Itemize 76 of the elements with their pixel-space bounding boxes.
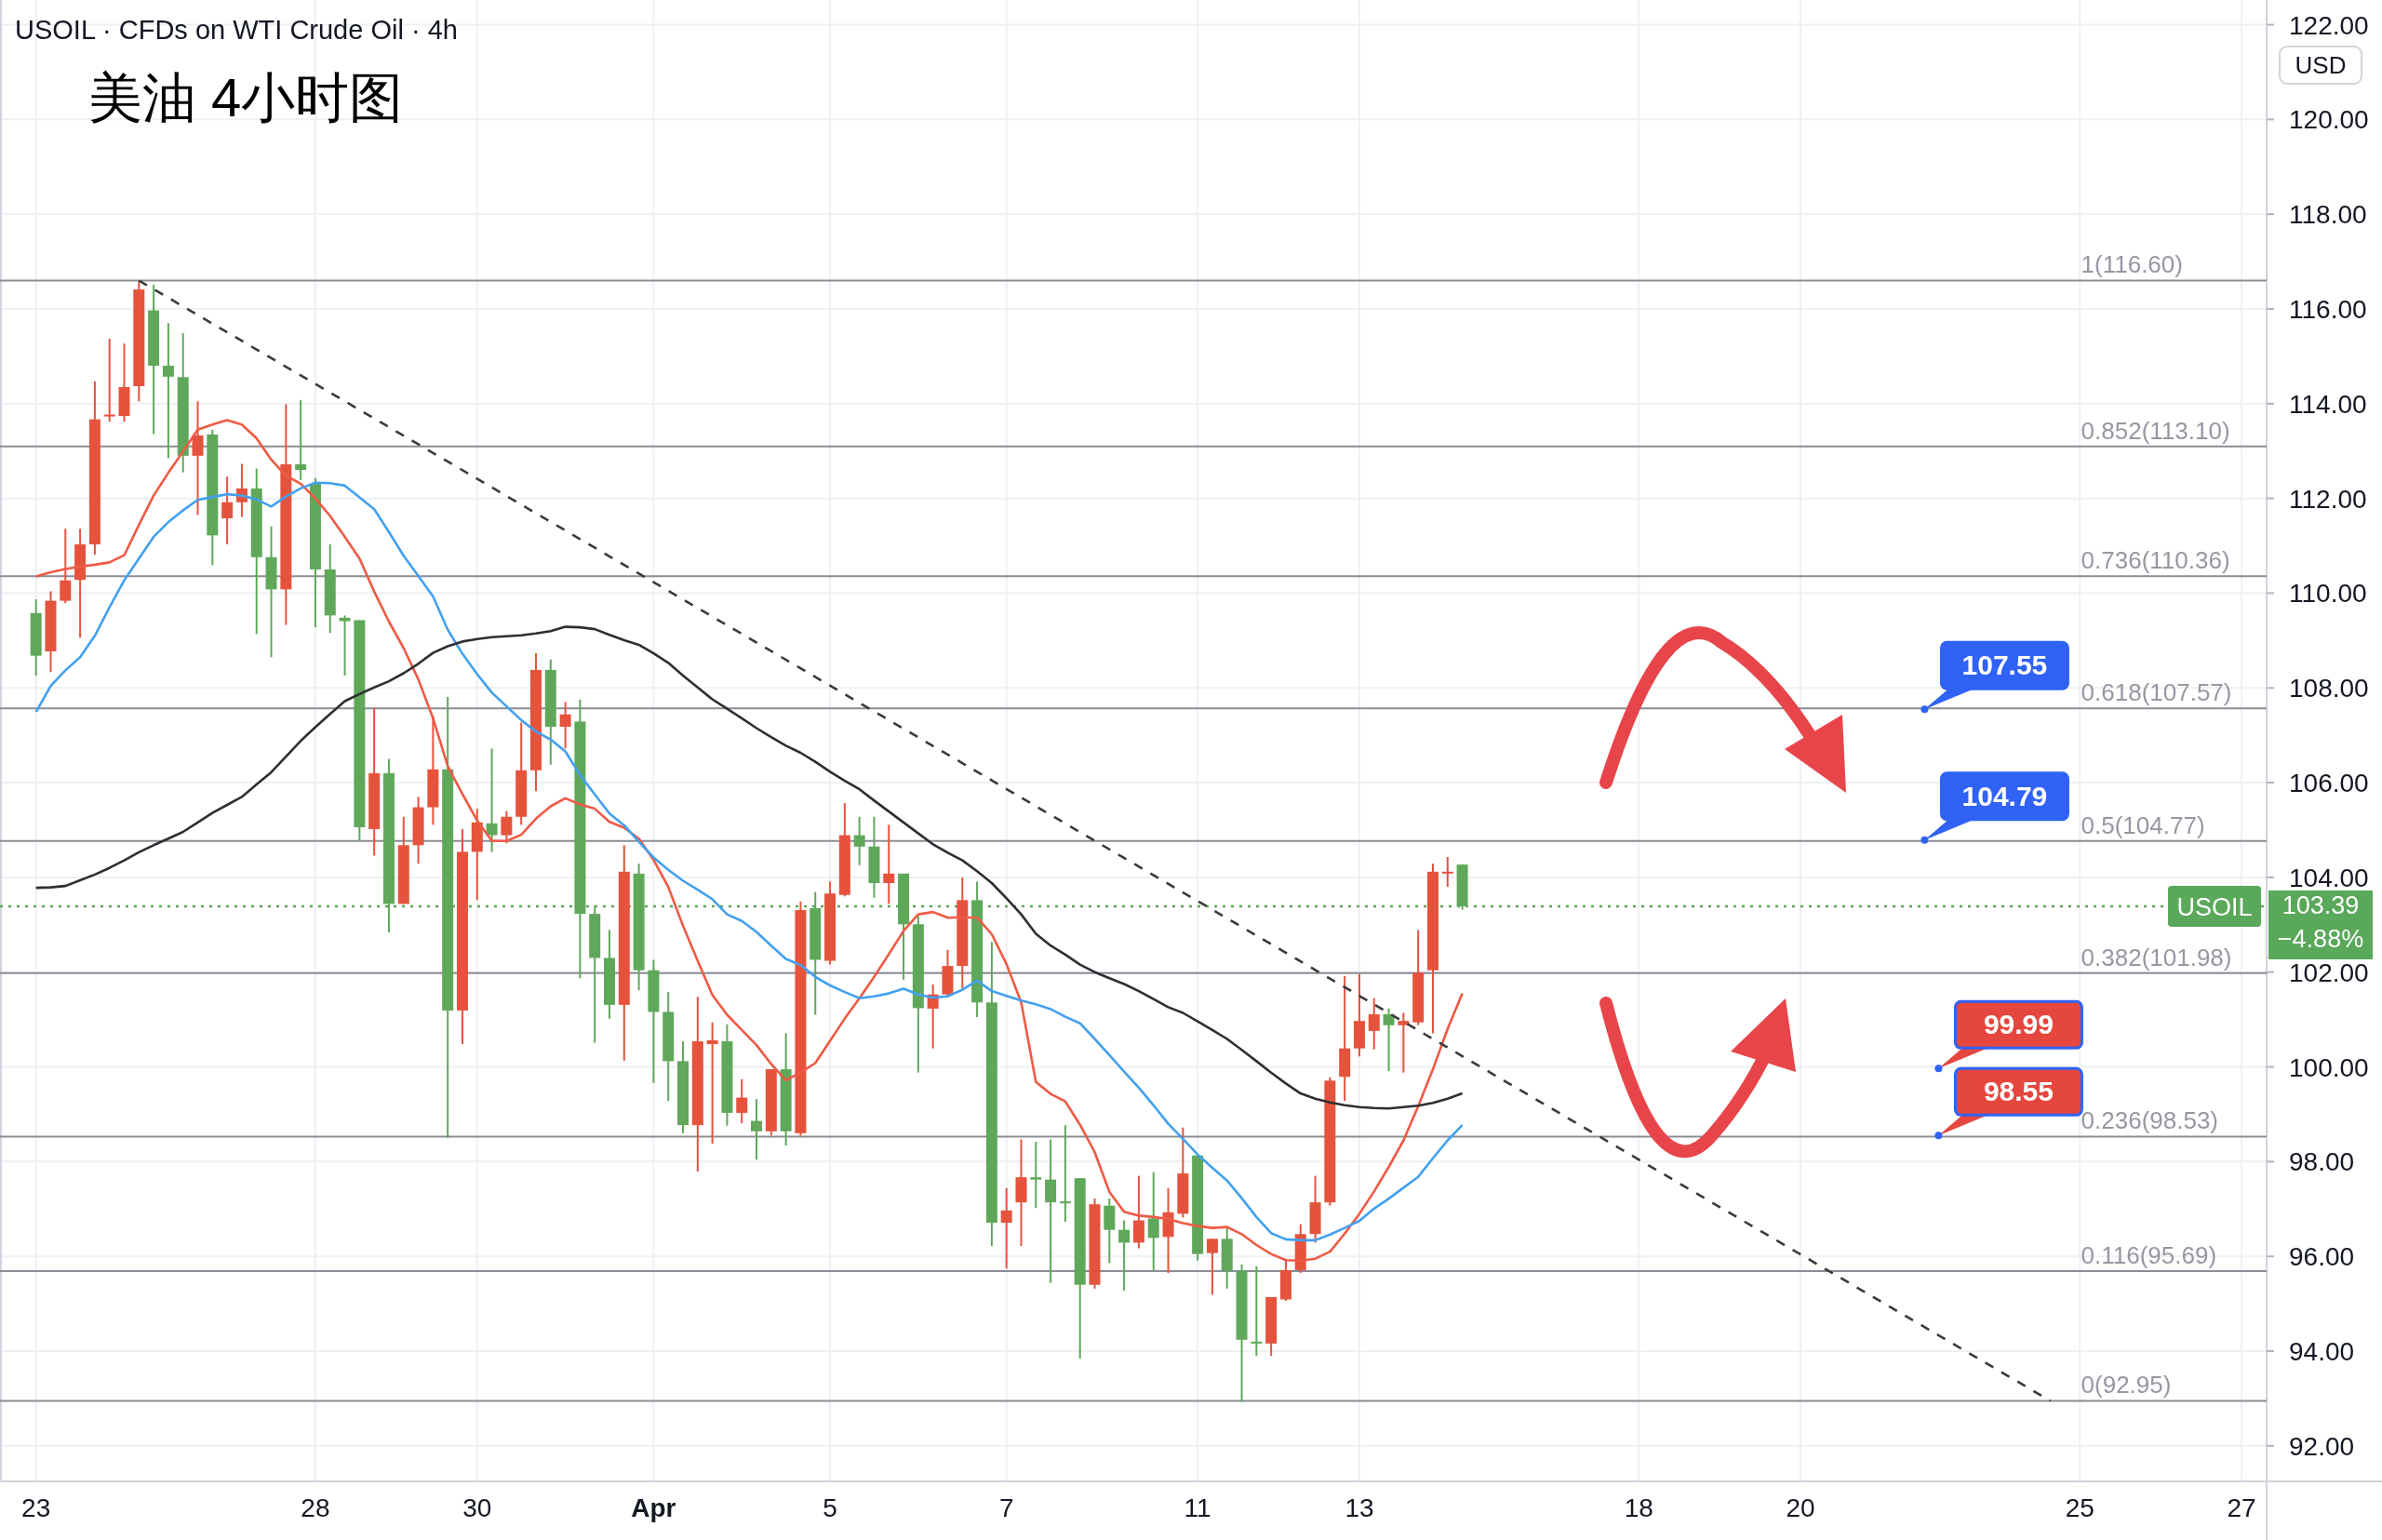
ref-line-label: 0.852(113.10) <box>2081 416 2230 445</box>
ref-line-label: 0.236(98.53) <box>2081 1106 2219 1135</box>
y-tick-label: 92.00 <box>2289 1431 2355 1461</box>
ref-line-label: 0.618(107.57) <box>2081 678 2232 707</box>
candlestick <box>883 824 895 905</box>
y-tick-label: 122.00 <box>2289 10 2369 40</box>
candlestick <box>706 1021 718 1145</box>
y-tick-label: 98.00 <box>2289 1147 2355 1177</box>
x-tick-label: 27 <box>2227 1493 2256 1522</box>
x-tick-label: 23 <box>21 1493 51 1522</box>
candlestick <box>221 475 234 546</box>
y-tick-label: 110.00 <box>2289 579 2367 609</box>
x-tick-label: 7 <box>998 1493 1014 1522</box>
candlestick <box>853 815 865 866</box>
chart-title: USOIL · CFDs on WTI Crude Oil · 4h <box>15 15 458 45</box>
candlestick <box>1132 1174 1144 1250</box>
y-tick-label: 100.00 <box>2289 1052 2369 1082</box>
candlestick <box>1383 1007 1395 1073</box>
x-tick-label: 18 <box>1624 1493 1653 1522</box>
y-tick-label: 120.00 <box>2289 105 2369 135</box>
ref-line-label: 0.382(101.98) <box>2081 943 2232 971</box>
ref-line-label: 0(92.95) <box>2081 1371 2172 1399</box>
text: 103.39 <box>2282 891 2360 919</box>
x-tick-label: 11 <box>1184 1493 1211 1522</box>
x-tick-label: 5 <box>823 1493 837 1522</box>
y-tick-label: 114.00 <box>2289 389 2367 419</box>
annotation: 104.79 <box>1961 780 2048 811</box>
annotation: 107.55 <box>1961 649 2048 681</box>
callout: 104.79 <box>1920 771 2069 844</box>
candlestick <box>1000 1186 1012 1270</box>
ref-line-label: 1(116.60) <box>2081 250 2183 279</box>
candlestick <box>486 747 498 853</box>
x-tick-label: 28 <box>301 1493 330 1522</box>
y-tick-label: 96.00 <box>2289 1242 2355 1272</box>
candlestick <box>1059 1124 1071 1224</box>
ref-line-label: USOIL <box>2176 892 2253 921</box>
y-tick-label: 108.00 <box>2289 674 2369 703</box>
candlestick <box>501 810 513 845</box>
callout: 99.99 <box>1934 999 2083 1073</box>
ref-line-label: 0.116(95.69) <box>2081 1240 2217 1269</box>
annotation: 99.99 <box>1983 1009 2054 1040</box>
annotation: 98.55 <box>1983 1076 2054 1107</box>
y-tick-label: 102.00 <box>2289 957 2369 987</box>
candlestick <box>1398 1011 1410 1074</box>
x-tick-label: 13 <box>1345 1493 1374 1522</box>
text: 美油 4小时图 <box>88 67 404 127</box>
x-tick-label: 30 <box>462 1493 492 1522</box>
candlestick <box>559 701 571 750</box>
text: −4.88% <box>2277 924 2364 953</box>
x-tick-label: 20 <box>1786 1493 1815 1522</box>
y-tick-label: 104.00 <box>2289 863 2369 892</box>
candlestick <box>1441 856 1453 889</box>
candlestick <box>1147 1171 1159 1272</box>
candlestick <box>736 1078 748 1125</box>
x-tick-label: 25 <box>2065 1493 2094 1522</box>
y-tick-label: 116.00 <box>2289 295 2367 324</box>
candlestick <box>751 1098 763 1161</box>
y-tick-label: 118.00 <box>2289 200 2367 230</box>
y-tick-label: 94.00 <box>2289 1337 2355 1366</box>
candlestick <box>1206 1238 1218 1296</box>
x-tick-label: Apr <box>631 1493 676 1522</box>
callout: 107.55 <box>1920 640 2069 714</box>
text: USD <box>2295 51 2347 79</box>
candlestick <box>162 322 174 460</box>
y-tick-label: 112.00 <box>2289 484 2367 514</box>
ref-line-label: 0.5(104.77) <box>2081 810 2205 839</box>
candlestick <box>192 400 204 516</box>
candlestick <box>1251 1265 1263 1358</box>
candlestick <box>1118 1219 1131 1292</box>
candlestick <box>1030 1140 1042 1210</box>
candlestick <box>103 338 115 423</box>
candlestick <box>1368 997 1380 1051</box>
y-tick-label: 106.00 <box>2289 769 2369 798</box>
candlestick <box>60 528 72 605</box>
candlestick <box>295 398 307 481</box>
ref-line-label: 0.736(110.36) <box>2081 546 2230 575</box>
